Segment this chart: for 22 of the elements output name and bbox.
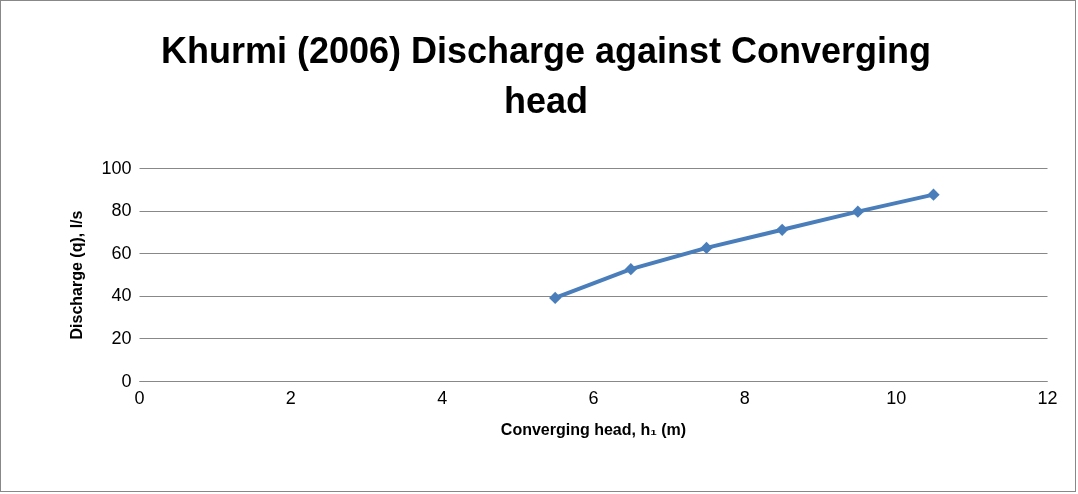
chart-title: Khurmi (2006) Discharge against Converging head bbox=[160, 30, 932, 121]
y-tick-label: 60 bbox=[111, 242, 132, 263]
y-tick-label: 100 bbox=[101, 157, 132, 178]
x-tick-label: 10 bbox=[886, 387, 907, 408]
y-axis-title: Discharge (q), l/s bbox=[68, 210, 86, 340]
point bbox=[776, 223, 789, 236]
x-tick-label: 8 bbox=[739, 387, 750, 408]
y-tick-label: 20 bbox=[111, 327, 132, 348]
x-tick-label: 6 bbox=[588, 387, 599, 408]
x-tick-label: 4 bbox=[437, 387, 448, 408]
y-tick-label: 0 bbox=[121, 370, 132, 391]
point bbox=[624, 263, 637, 276]
x-tick-label: 12 bbox=[1037, 387, 1058, 408]
point bbox=[700, 241, 713, 254]
point bbox=[851, 205, 864, 218]
x-tick-label: 2 bbox=[285, 387, 296, 408]
y-tick-label: 80 bbox=[111, 200, 132, 221]
x-axis-title: Converging head, h₁ (m) bbox=[500, 420, 687, 438]
point bbox=[927, 188, 940, 201]
x-tick-label: 0 bbox=[134, 387, 145, 408]
point bbox=[549, 291, 562, 305]
y-tick-label: 40 bbox=[111, 285, 132, 306]
